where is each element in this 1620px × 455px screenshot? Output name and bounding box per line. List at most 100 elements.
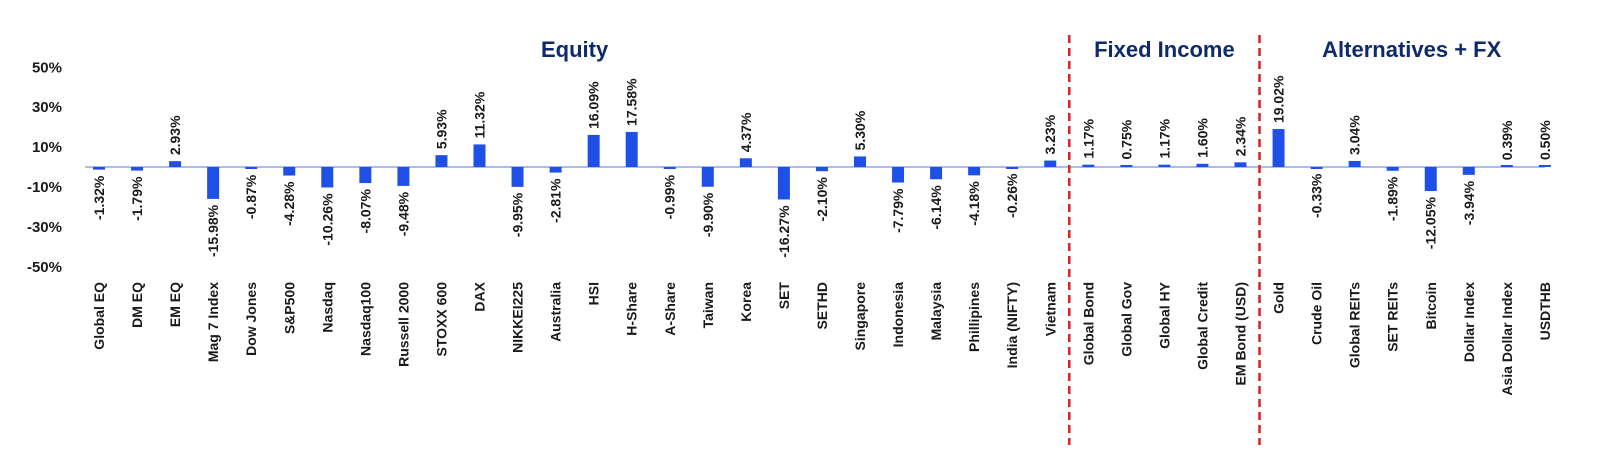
- data-label: -12.05%: [1423, 196, 1439, 249]
- bar: [549, 167, 562, 173]
- bar: [435, 155, 448, 167]
- x-tick-label: DAX: [472, 281, 488, 311]
- data-label: -3.94%: [1461, 180, 1477, 225]
- data-label: 0.39%: [1499, 120, 1515, 160]
- data-label: -6.14%: [928, 185, 944, 230]
- data-label: 0.50%: [1537, 120, 1553, 160]
- y-tick-label: -50%: [27, 259, 62, 276]
- data-label: -1.89%: [1385, 176, 1401, 221]
- data-label: 1.60%: [1194, 118, 1210, 158]
- x-tick-label: Malaysia: [928, 282, 944, 341]
- data-label: -9.48%: [395, 191, 411, 236]
- x-axis-ticks: Global EQ DM EQ EM EQ Mag 7 Index Dow Jones S…: [91, 281, 1553, 395]
- x-tick-label: Global HY: [1156, 281, 1172, 349]
- bar: [1424, 167, 1437, 192]
- y-tick-label: 50%: [32, 59, 62, 76]
- data-labels: -1.32% -1.79% 2.93% -15.98% -0.87% -4.28% -10.…: [91, 75, 1553, 258]
- x-tick-label: Gold: [1271, 282, 1287, 314]
- x-tick-label: Bitcoin: [1423, 282, 1439, 329]
- bar: [511, 167, 524, 187]
- bar: [587, 134, 600, 167]
- x-tick-label: Vietnam: [1042, 282, 1058, 336]
- x-tick-label: Global Credit: [1194, 282, 1210, 370]
- x-tick-label: Indonesia: [890, 282, 906, 348]
- data-label: 1.17%: [1080, 118, 1096, 158]
- data-label: 2.34%: [1233, 116, 1249, 156]
- y-tick-label: -30%: [27, 219, 62, 236]
- bar: [815, 167, 828, 172]
- bar: [1462, 167, 1475, 175]
- x-tick-label: Russell 2000: [395, 282, 411, 367]
- y-tick-label: 30%: [32, 99, 62, 116]
- bar: [1272, 129, 1285, 167]
- bar: [245, 167, 258, 169]
- data-label: 11.32%: [472, 91, 488, 138]
- x-tick-label: Crude Oil: [1309, 282, 1325, 345]
- x-tick-label: EM EQ: [167, 282, 183, 327]
- bar: [1234, 162, 1247, 167]
- data-label: -4.28%: [281, 181, 297, 226]
- data-label: -0.87%: [243, 174, 259, 219]
- x-tick-label: Australia: [548, 282, 564, 342]
- bar: [283, 167, 296, 176]
- data-label: -0.99%: [662, 174, 678, 219]
- x-tick-label: Dow Jones: [243, 282, 259, 356]
- data-label: -7.79%: [890, 188, 906, 233]
- x-tick-label: Global Bond: [1080, 282, 1096, 365]
- x-tick-label: Taiwan: [700, 282, 716, 328]
- data-label: -9.95%: [510, 192, 526, 237]
- bar: [1006, 167, 1019, 169]
- data-label: -4.18%: [966, 181, 982, 226]
- bar: [1386, 167, 1399, 171]
- data-label: -1.79%: [129, 176, 145, 221]
- bar: [1310, 167, 1323, 169]
- data-label: 2.93%: [167, 115, 183, 155]
- x-tick-label: NIKKEI225: [510, 282, 526, 353]
- data-label: -9.90%: [700, 192, 716, 237]
- data-label: 1.17%: [1156, 118, 1172, 158]
- bar: [93, 167, 105, 170]
- x-tick-label: Global REITs: [1347, 282, 1363, 368]
- bar: [131, 167, 144, 171]
- bar: [207, 167, 220, 199]
- data-label: -2.10%: [814, 177, 830, 222]
- bar: [1500, 165, 1513, 167]
- x-tick-label: Phillipines: [966, 282, 982, 352]
- section-title: Alternatives + FX: [1322, 37, 1501, 62]
- x-tick-label: Korea: [738, 282, 754, 322]
- data-label: 16.09%: [586, 81, 602, 129]
- bar: [1196, 163, 1209, 167]
- bar: [321, 167, 334, 188]
- y-axis-ticks: 50% 30% 10% -10% -30% -50%: [27, 59, 62, 276]
- data-label: 5.30%: [852, 110, 868, 150]
- bar: [625, 131, 638, 167]
- data-label: -8.07%: [357, 189, 373, 234]
- data-label: -2.81%: [548, 178, 564, 223]
- x-tick-label: H-Share: [624, 282, 640, 336]
- bar: [739, 158, 752, 167]
- x-tick-label: Singapore: [852, 282, 868, 351]
- data-label: 0.75%: [1118, 119, 1134, 159]
- x-tick-label: Global Gov: [1118, 282, 1134, 357]
- data-label: 19.02%: [1271, 75, 1287, 123]
- x-tick-label: HSI: [586, 282, 602, 305]
- bar: [968, 167, 981, 176]
- section-title: Equity: [541, 37, 609, 62]
- bar: [1348, 160, 1361, 167]
- x-tick-label: Global EQ: [91, 282, 107, 350]
- bar: [777, 167, 790, 200]
- x-tick-label: A-Share: [662, 282, 678, 336]
- bar: [1538, 165, 1551, 167]
- x-tick-label: Nasdaq: [319, 282, 335, 333]
- bar: [473, 144, 486, 167]
- section-dividers: [1068, 35, 1261, 445]
- data-label: -15.98%: [205, 204, 221, 257]
- x-tick-label: DM EQ: [129, 282, 145, 328]
- x-tick-label: SET: [776, 282, 792, 310]
- section-title: Fixed Income: [1094, 37, 1235, 62]
- x-tick-label: Nasdaq100: [357, 282, 373, 356]
- bar: [359, 167, 372, 184]
- bar: [1120, 165, 1133, 167]
- data-label: -16.27%: [776, 205, 792, 258]
